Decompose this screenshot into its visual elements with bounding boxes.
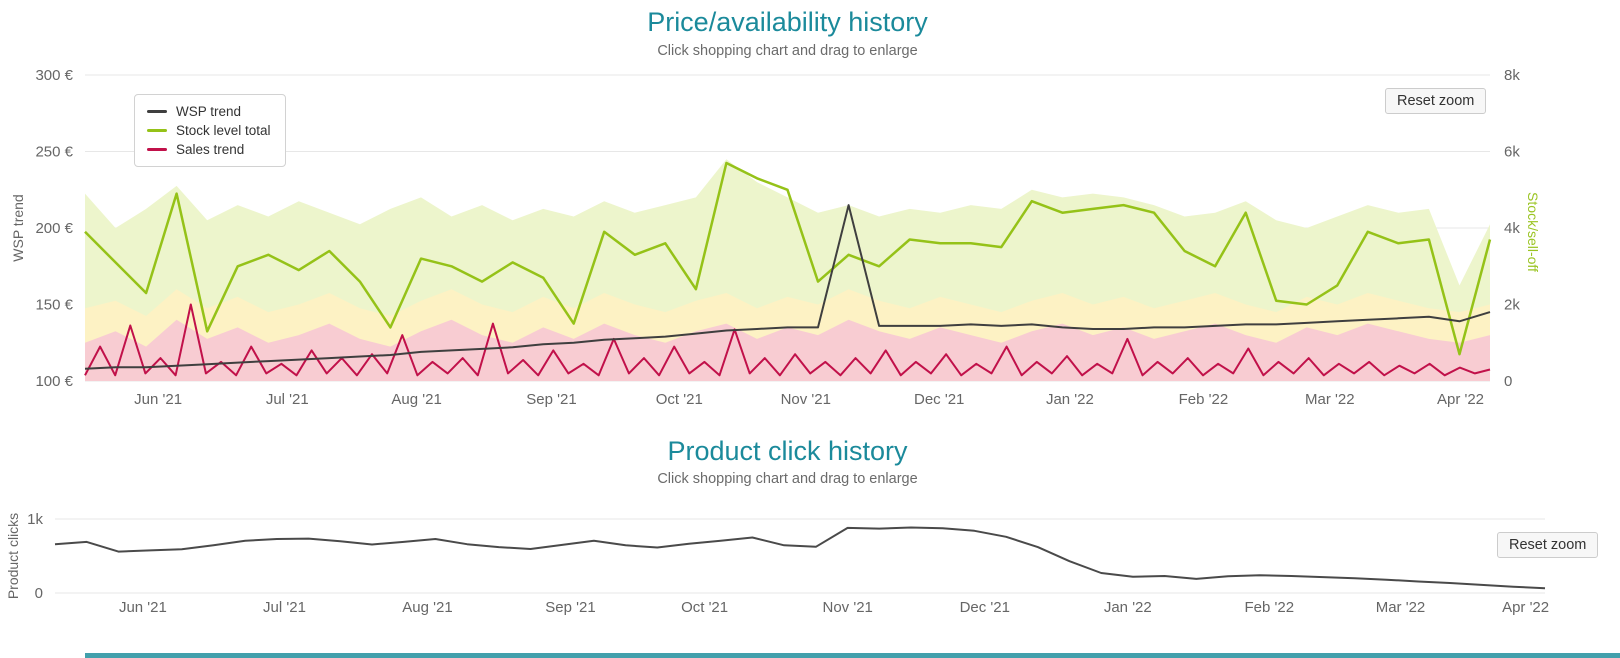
x-axis-tick-label: Dec '21 <box>914 391 964 408</box>
next-section-top-edge <box>85 653 1620 658</box>
price-chart-title: Price/availability history <box>647 7 928 37</box>
series-line-wsp-trend <box>84 204 1491 370</box>
legend-item-stock-level-total[interactable]: Stock level total <box>147 123 271 138</box>
price-chart-canvas[interactable]: 300 € 250 € 200 € 150 € 100 € 8k 6k 4k 2k 0 Jun '2… <box>0 0 1620 420</box>
x-axis-tick-label: Feb '22 <box>1245 599 1295 616</box>
y-axis-tick-label: 0 <box>1504 373 1512 390</box>
x-axis-tick-label: Oct '21 <box>656 391 703 408</box>
left-axis-title: WSP trend <box>10 194 26 262</box>
y-axis-tick-label: 6k <box>1504 144 1520 161</box>
x-axis-tick-label: Oct '21 <box>681 599 728 616</box>
x-axis-tick-label: Jul '21 <box>263 599 306 616</box>
y-axis-tick-label: 100 € <box>35 373 73 390</box>
x-axis-tick-label: Dec '21 <box>960 599 1010 616</box>
clicks-axis-title: Product clicks <box>5 512 21 600</box>
y-axis-tick-label: 1k <box>27 511 43 528</box>
x-axis-tick-label: Aug '21 <box>402 599 452 616</box>
click-chart-canvas[interactable]: 1k 0 Jun '21 Jul '21 Aug '21 Sep '21 Oct '21 No… <box>0 420 1620 658</box>
legend: WSP trend Stock level total Sales trend <box>134 94 286 167</box>
x-axis-tick-label: Sep '21 <box>545 599 595 616</box>
series-line-stock-level-total <box>84 161 1492 356</box>
x-axis-tick-label: Apr '22 <box>1437 391 1484 408</box>
legend-item-wsp-trend[interactable]: WSP trend <box>147 104 271 119</box>
y-axis-tick-label: 150 € <box>35 297 73 314</box>
price-chart-subtitle: Click shopping chart and drag to enlarge <box>657 43 918 59</box>
legend-item-sales-trend[interactable]: Sales trend <box>147 142 271 157</box>
x-axis-tick-label: Nov '21 <box>823 599 873 616</box>
y-axis-tick-label: 0 <box>35 585 43 602</box>
legend-label: Sales trend <box>176 142 245 157</box>
y-axis-tick-label: 250 € <box>35 144 73 161</box>
series-line-product-clicks <box>54 526 1546 590</box>
x-axis-tick-label: Aug '21 <box>391 391 441 408</box>
x-axis-tick-label: Jan '22 <box>1104 599 1152 616</box>
stock-level-line-swatch-icon <box>147 129 167 132</box>
y-axis-tick-label: 2k <box>1504 297 1520 314</box>
x-axis-tick-label: Mar '22 <box>1376 599 1426 616</box>
wsp-trend-line-swatch-icon <box>147 110 167 113</box>
reset-zoom-button[interactable]: Reset zoom <box>1385 88 1487 114</box>
legend-label: Stock level total <box>176 123 271 138</box>
x-axis-tick-label: Sep '21 <box>526 391 576 408</box>
right-axis-title: Stock/sell-off <box>1525 192 1541 272</box>
series-line-sales-trend <box>84 303 1491 377</box>
y-axis-tick-label: 8k <box>1504 67 1520 84</box>
click-chart-title: Product click history <box>667 436 908 466</box>
x-axis-tick-label: Jun '21 <box>134 391 182 408</box>
legend-label: WSP trend <box>176 104 242 119</box>
y-axis-tick-label: 200 € <box>35 220 73 237</box>
x-axis-tick-label: Mar '22 <box>1305 391 1355 408</box>
x-axis-tick-label: Jan '22 <box>1046 391 1094 408</box>
sales-trend-line-swatch-icon <box>147 148 167 151</box>
x-axis-tick-label: Feb '22 <box>1179 391 1229 408</box>
y-axis-tick-label: 4k <box>1504 220 1520 237</box>
x-axis-tick-label: Apr '22 <box>1502 599 1549 616</box>
click-chart-subtitle: Click shopping chart and drag to enlarge <box>657 471 918 487</box>
x-axis-tick-label: Nov '21 <box>781 391 831 408</box>
x-axis-tick-label: Jul '21 <box>266 391 309 408</box>
x-axis-tick-label: Jun '21 <box>119 599 167 616</box>
reset-zoom-button[interactable]: Reset zoom <box>1497 532 1599 558</box>
y-axis-tick-label: 300 € <box>35 67 73 84</box>
